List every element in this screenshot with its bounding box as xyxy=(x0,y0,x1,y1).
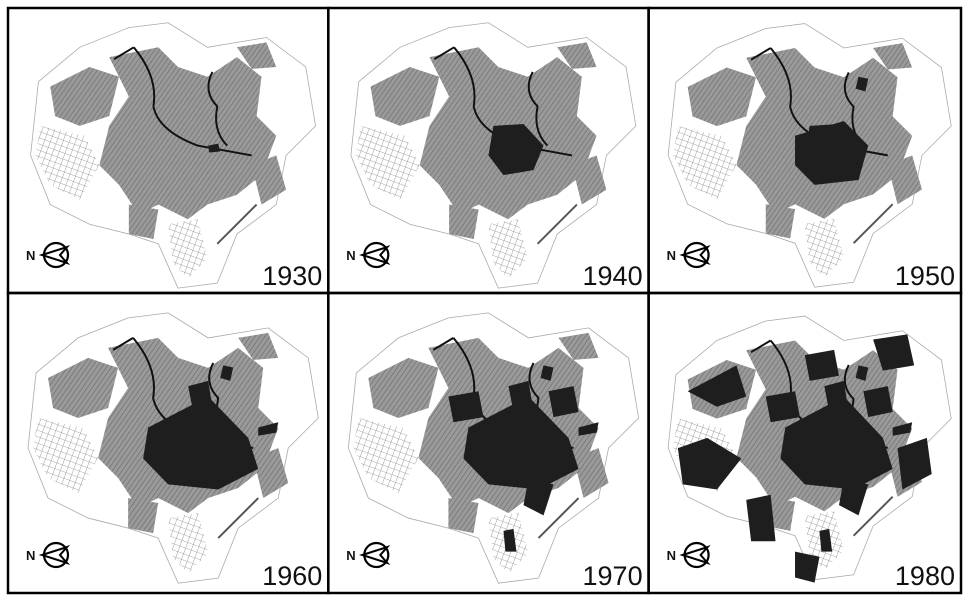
year-label: 1960 xyxy=(262,561,322,591)
compass xyxy=(364,243,388,267)
built-area xyxy=(678,438,741,490)
built-area xyxy=(795,552,819,583)
map-panel: N 1980 xyxy=(649,293,961,593)
built-area xyxy=(766,391,800,422)
figure: N 1930 N 1940 N 1950 N 1960 N 1970 N 1980 xyxy=(0,0,969,601)
built-area xyxy=(863,386,892,417)
year-label: 1980 xyxy=(895,561,955,591)
compass xyxy=(44,243,68,267)
built-area xyxy=(523,479,553,515)
map-panel: N 1940 xyxy=(328,8,648,293)
compass xyxy=(685,543,709,567)
built-area xyxy=(746,495,775,542)
north-label: N xyxy=(26,248,35,263)
map-panel: N 1930 xyxy=(8,8,328,293)
built-area xyxy=(549,386,579,417)
compass xyxy=(44,543,68,567)
year-label: 1970 xyxy=(583,561,643,591)
map-panel: N 1960 xyxy=(8,293,328,593)
map-panel: N 1970 xyxy=(328,293,648,593)
built-area xyxy=(839,479,868,515)
north-label: N xyxy=(346,548,355,563)
map-panel: N 1950 xyxy=(649,8,961,293)
built-area xyxy=(805,350,839,381)
base-map xyxy=(31,23,316,288)
year-label: 1950 xyxy=(895,261,955,291)
year-label: 1930 xyxy=(262,261,322,291)
north-label: N xyxy=(667,548,676,563)
compass xyxy=(685,243,709,267)
compass xyxy=(364,543,388,567)
north-label: N xyxy=(26,548,35,563)
north-label: N xyxy=(667,248,676,263)
north-label: N xyxy=(346,248,355,263)
built-area xyxy=(448,391,483,422)
year-label: 1940 xyxy=(583,261,643,291)
